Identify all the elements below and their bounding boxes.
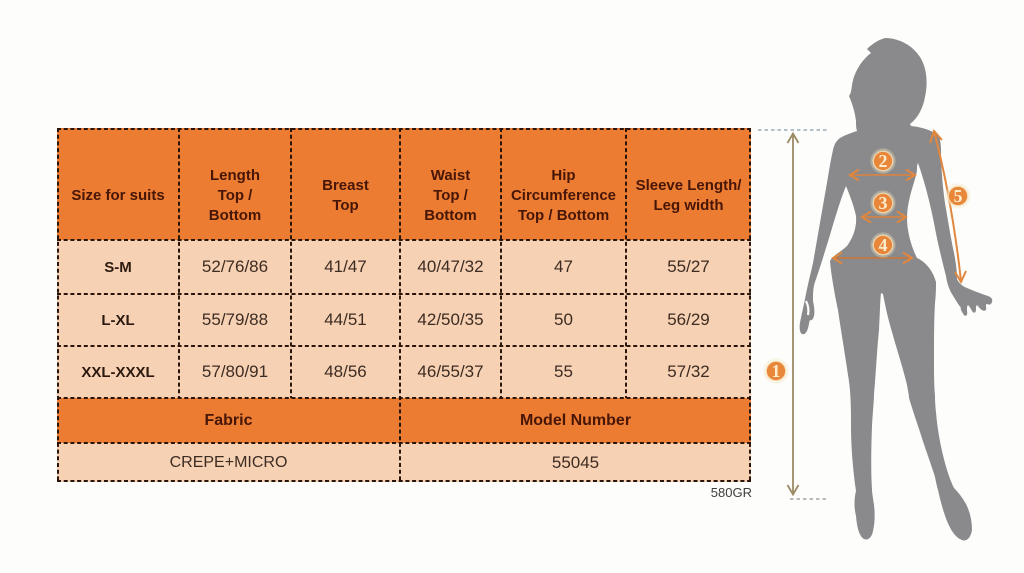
svg-text:3: 3 bbox=[879, 193, 888, 213]
svg-text:1: 1 bbox=[772, 361, 781, 381]
svg-text:2: 2 bbox=[879, 151, 888, 171]
svg-text:4: 4 bbox=[879, 235, 888, 255]
svg-text:5: 5 bbox=[954, 186, 963, 206]
